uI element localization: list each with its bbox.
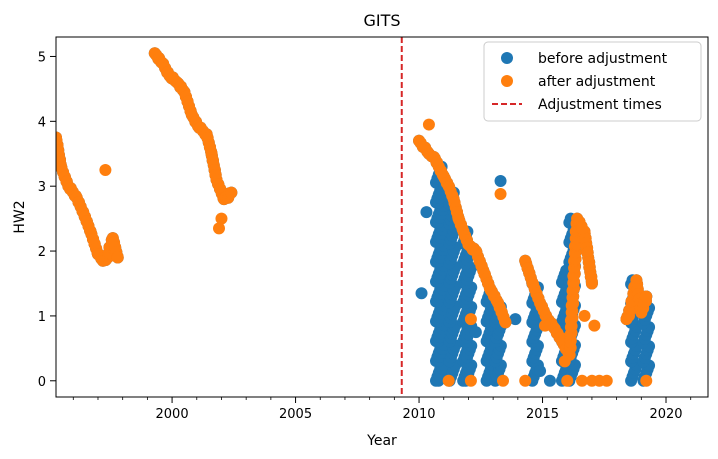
y-tick-label: 1 [38, 310, 46, 325]
data-point [111, 251, 124, 264]
data-point [464, 374, 477, 387]
data-point [600, 374, 613, 387]
y-axis-label: HW2 [12, 200, 28, 233]
data-point [509, 313, 522, 326]
data-point [499, 316, 512, 329]
data-point [534, 365, 547, 378]
data-point [213, 222, 225, 235]
axes-frame [55, 36, 709, 398]
y-tick-label: 3 [38, 180, 46, 195]
y-tick-label: 5 [38, 50, 46, 65]
data-point [494, 175, 507, 187]
legend-box [483, 41, 702, 122]
data-marks [56, 37, 656, 397]
data-point [422, 118, 435, 131]
data-point [558, 355, 571, 368]
series-1 [56, 47, 653, 387]
data-point [215, 212, 228, 225]
legend-label-adjustment: Adjustment times [538, 97, 662, 113]
x-axis-label: Year [366, 433, 397, 449]
x-tick-label: 2005 [279, 407, 312, 422]
data-point [576, 374, 589, 387]
data-point [99, 163, 112, 176]
y-tick-label: 0 [38, 375, 46, 390]
axis-ticks: 2000 2005 2010 2015 2020 0 1 2 3 4 5 [38, 50, 692, 422]
data-point [469, 326, 482, 339]
data-point [585, 277, 598, 290]
x-tick-label: 2010 [402, 407, 435, 422]
data-point [543, 374, 556, 387]
data-point [640, 290, 653, 303]
data-point [539, 319, 551, 332]
data-point [420, 206, 433, 219]
data-point [519, 374, 532, 387]
data-point [497, 374, 510, 387]
data-point [494, 187, 507, 200]
y-tick-label: 2 [38, 245, 46, 260]
chart-title: GITS [363, 11, 400, 30]
x-tick-label: 2000 [156, 407, 189, 422]
data-point [576, 222, 589, 235]
data-point [464, 313, 477, 326]
y-tick-label: 4 [38, 115, 46, 130]
legend-label-before: before adjustment [538, 51, 668, 67]
legend-label-after: after adjustment [538, 74, 656, 90]
legend-marker-after [501, 75, 513, 87]
data-point [588, 319, 601, 332]
data-point [225, 186, 238, 199]
x-tick-label: 2015 [526, 407, 559, 422]
data-point [561, 374, 574, 387]
legend: before adjustment after adjustment Adjus… [483, 41, 702, 122]
data-point [578, 309, 591, 322]
x-tick-label: 2020 [649, 407, 682, 422]
legend-marker-before [501, 52, 513, 64]
data-point [442, 374, 455, 387]
data-point [415, 287, 428, 300]
data-point [640, 374, 653, 387]
